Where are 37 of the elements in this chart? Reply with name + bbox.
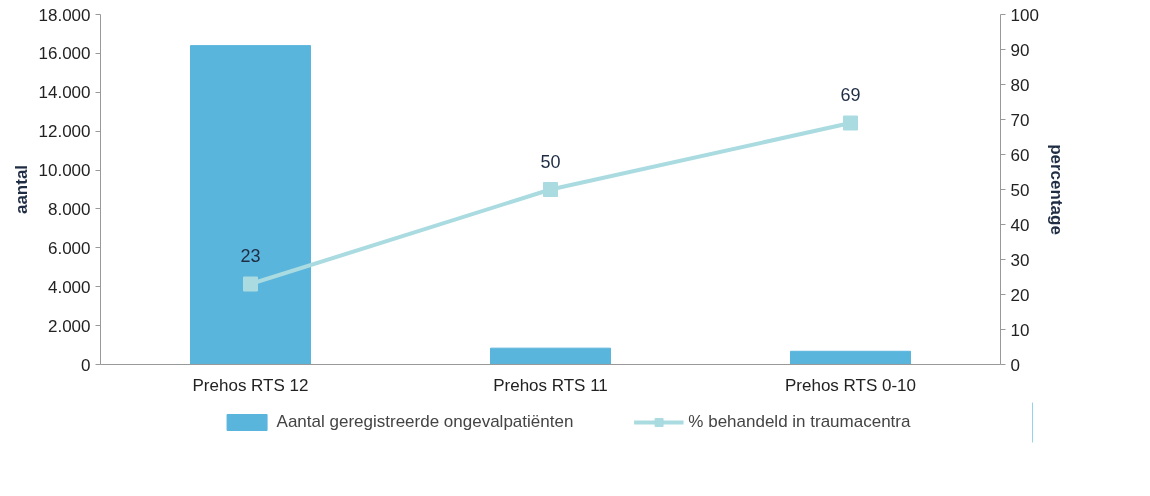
y2-tick-label: 90 <box>1010 40 1030 60</box>
y-tick-label: 16.000 <box>38 44 91 64</box>
bar <box>790 350 911 365</box>
y-tick-label: 0 <box>81 355 91 375</box>
data-label: 23 <box>240 246 261 266</box>
legend-label: % behandeld in traumacentra <box>688 412 911 432</box>
bar <box>490 347 611 365</box>
y-tick-label: 14.000 <box>38 83 91 103</box>
point <box>243 276 258 292</box>
data-label: 50 <box>540 151 561 172</box>
y2-tick-label: 10 <box>1010 320 1030 340</box>
y-tick-label: 8.000 <box>47 199 91 219</box>
y-tick-label: 6.000 <box>47 238 91 258</box>
point <box>543 182 558 197</box>
y2-axis-title: percentage <box>1046 144 1066 235</box>
y2-tick-label: 60 <box>1010 145 1030 165</box>
y2-tick-label: 40 <box>1010 215 1030 235</box>
y2-tick-label: 80 <box>1010 75 1030 95</box>
bar <box>190 45 311 365</box>
y2-tick-label: 30 <box>1010 250 1030 270</box>
x-tick-label: Prehos RTS 11 <box>493 375 608 395</box>
legend-label: Aantal geregistreerde ongevalpatiënten <box>276 412 574 432</box>
y2-tick-label: 100 <box>1010 5 1039 25</box>
y2-tick-label: 50 <box>1010 180 1030 200</box>
y-tick-label: 10.000 <box>38 161 91 181</box>
point <box>843 115 858 131</box>
data-label: 69 <box>840 85 861 105</box>
y2-tick-label: 0 <box>1010 355 1020 375</box>
y2-tick-label: 20 <box>1010 285 1030 305</box>
y-tick-label: 12.000 <box>38 122 91 142</box>
x-tick-label: Prehos RTS 0-10 <box>784 375 917 395</box>
y-tick-label: 18.000 <box>38 5 91 25</box>
y2-tick-label: 70 <box>1010 110 1030 130</box>
y-tick-label: 2.000 <box>47 316 91 336</box>
y-axis-title: aantal <box>11 164 31 215</box>
y-tick-label: 4.000 <box>47 277 91 297</box>
x-tick-label: Prehos RTS 12 <box>192 375 309 395</box>
